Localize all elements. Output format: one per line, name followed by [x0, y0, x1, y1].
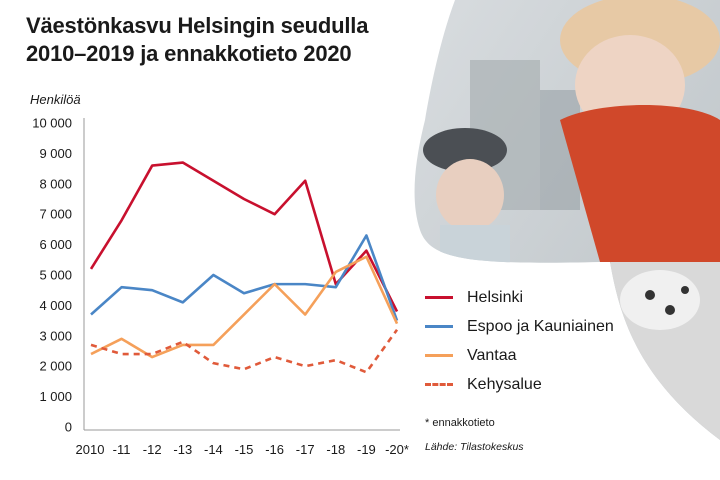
y-tick-label: 2 000: [39, 359, 72, 374]
y-tick-label: 5 000: [39, 268, 72, 283]
series-line-helsinki: [89, 161, 399, 313]
series-line-vantaa: [90, 255, 399, 359]
y-axis-label: Henkilöä: [30, 92, 81, 107]
x-tick-label: -20*: [385, 442, 409, 457]
series-line-kehysalue: [90, 328, 399, 374]
y-tick-label: 4 000: [39, 298, 72, 313]
legend-swatch-vantaa: [425, 354, 453, 357]
y-tick-label: 9 000: [39, 146, 72, 161]
x-tick-label: -13: [173, 442, 192, 457]
forecast-note: * ennakkotieto: [425, 417, 495, 429]
legend-label-vantaa: Vantaa: [467, 346, 517, 364]
x-tick-label: -16: [265, 442, 284, 457]
y-tick-label: 0: [65, 420, 72, 435]
chart-title: Väestönkasvu Helsingin seudulla 2010–201…: [26, 12, 368, 68]
legend-swatch-kehysalue: [425, 383, 453, 386]
series-lines: [89, 161, 399, 374]
legend-item-kehysalue: Kehysalue: [425, 370, 655, 399]
x-tick-label: -17: [296, 442, 315, 457]
legend-label-helsinki: Helsinki: [467, 288, 524, 306]
y-axis-ticks: 0 1 000 2 000 3 000 4 000 5 000 6 000 7 000 8 00…: [32, 116, 72, 435]
y-tick-label: 1 000: [39, 389, 72, 404]
y-tick-label: 3 000: [39, 328, 72, 343]
y-tick-label: 7 000: [39, 207, 72, 222]
legend: Helsinki Espoo ja Kauniainen Vantaa Kehy…: [425, 283, 655, 399]
legend-swatch-helsinki: [425, 296, 453, 299]
series-line-espoo-ja-kauniainen: [90, 234, 399, 322]
y-tick-label: 8 000: [39, 176, 72, 191]
x-tick-label: -19: [357, 442, 376, 457]
legend-item-espoo: Espoo ja Kauniainen: [425, 312, 655, 341]
source-note: Lähde: Tilastokeskus: [425, 441, 524, 453]
legend-item-helsinki: Helsinki: [425, 283, 655, 312]
legend-swatch-espoo: [425, 325, 453, 328]
x-tick-label: -12: [143, 442, 162, 457]
x-tick-label: -18: [326, 442, 345, 457]
y-tick-label: 10 000: [32, 116, 72, 131]
x-tick-label: -11: [113, 442, 131, 457]
legend-item-vantaa: Vantaa: [425, 341, 655, 370]
x-tick-label: -15: [235, 442, 254, 457]
x-axis-ticks: 2010 -11 -12 -13 -14 -15 -16 -17 -18 -19 -20*: [76, 442, 409, 457]
x-tick-label: -14: [204, 442, 223, 457]
title-line-2: 2010–2019 ja ennakkotieto 2020: [26, 41, 352, 66]
title-line-1: Väestönkasvu Helsingin seudulla: [26, 13, 369, 38]
legend-label-espoo: Espoo ja Kauniainen: [467, 317, 614, 335]
legend-label-kehysalue: Kehysalue: [467, 375, 542, 393]
x-tick-label: 2010: [76, 442, 105, 457]
y-tick-label: 6 000: [39, 237, 72, 252]
